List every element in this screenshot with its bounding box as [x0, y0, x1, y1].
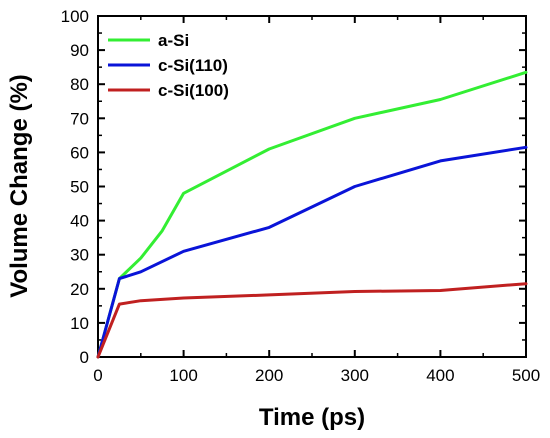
- x-tick-label: 100: [169, 366, 197, 385]
- x-tick-label: 400: [426, 366, 454, 385]
- y-tick-label: 10: [70, 314, 89, 333]
- legend: a-Si c-Si(110) c-Si(100): [108, 31, 229, 100]
- axis-ticks: 0 100 200 300 400 500 0 10 20 30 40 50 60 70 80 90 100: [61, 7, 541, 385]
- y-tick-label: 50: [70, 178, 89, 197]
- y-tick-label: 60: [70, 143, 89, 162]
- series-line-c-si-110: [96, 145, 528, 359]
- series-lines: [96, 70, 528, 359]
- x-axis-title: Time (ps): [259, 404, 365, 431]
- y-tick-label: 90: [70, 41, 89, 60]
- series-line-a-si: [96, 70, 528, 359]
- y-tick-label: 0: [80, 348, 89, 367]
- y-axis-title: Volume Change (%): [6, 74, 33, 298]
- series-line-c-si-100: [96, 282, 528, 359]
- y-tick-label: 80: [70, 75, 89, 94]
- x-tick-label: 200: [255, 366, 283, 385]
- legend-label: c-Si(100): [158, 81, 229, 100]
- y-tick-label: 70: [70, 109, 89, 128]
- y-tick-label: 20: [70, 280, 89, 299]
- legend-label: c-Si(110): [158, 56, 228, 75]
- y-tick-label: 30: [70, 246, 89, 265]
- legend-label: a-Si: [158, 31, 189, 50]
- x-tick-label: 500: [512, 366, 540, 385]
- x-tick-label: 0: [93, 366, 102, 385]
- y-tick-label: 40: [70, 212, 89, 231]
- x-tick-label: 300: [341, 366, 369, 385]
- y-tick-label: 100: [61, 7, 89, 26]
